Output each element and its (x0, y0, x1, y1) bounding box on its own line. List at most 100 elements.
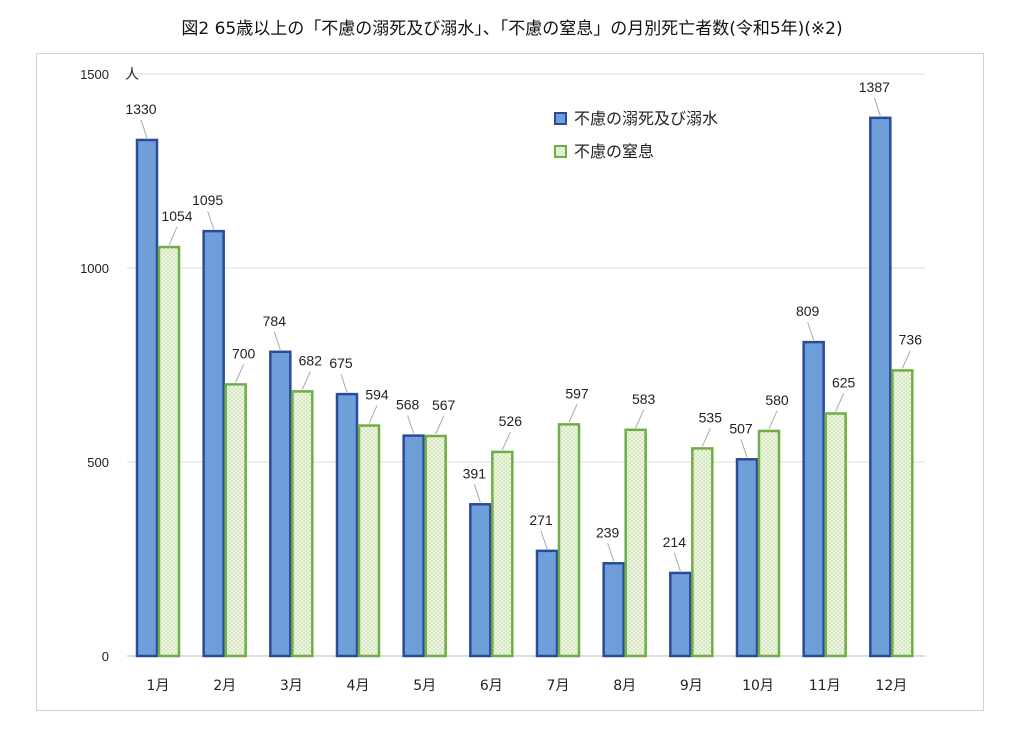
bar-drowning-1 (135, 138, 159, 658)
x-tick-label: 2月 (213, 678, 236, 694)
leader-line (835, 393, 845, 412)
leader-line (207, 210, 215, 230)
x-tick-label: 12月 (875, 678, 907, 694)
legend-label-choking: 不慮の窒息 (574, 142, 654, 161)
label-drowning-9: 214 (663, 534, 687, 550)
bar-drowning-3 (269, 350, 292, 658)
leader-line (273, 331, 281, 350)
label-choking-11: 625 (832, 375, 856, 391)
x-tick-label: 5月 (413, 678, 436, 694)
bar-drowning-12 (869, 116, 892, 658)
label-drowning-3: 784 (263, 313, 287, 329)
label-choking-6: 526 (499, 413, 523, 429)
bar-choking-9 (691, 447, 714, 658)
bar-drowning-5 (402, 434, 425, 658)
legend: 不慮の溺死及び溺水 不慮の窒息 (554, 109, 718, 161)
x-tick-label: 10月 (742, 678, 774, 694)
y-tick-label: 500 (87, 455, 109, 470)
legend-swatch-choking (554, 145, 567, 158)
x-tick-label: 6月 (480, 678, 503, 694)
leader-line (301, 371, 311, 390)
label-choking-7: 597 (565, 385, 589, 401)
bar-choking-10 (757, 429, 781, 658)
y-axis-unit-label: 人 (125, 67, 139, 83)
leader-line (673, 552, 681, 572)
bar-choking-8 (624, 428, 647, 658)
y-tick-label: 0 (102, 649, 109, 664)
leader-line (140, 119, 148, 139)
leader-line (901, 350, 911, 369)
label-drowning-10: 507 (729, 420, 753, 436)
label-choking-3: 682 (299, 352, 323, 368)
x-tick-label: 1月 (147, 678, 170, 694)
label-choking-1: 1054 (161, 208, 192, 224)
bar-choking-5 (424, 434, 447, 658)
label-choking-2: 700 (232, 345, 256, 361)
leader-line (501, 431, 511, 451)
leader-line (435, 415, 445, 435)
label-drowning-4: 675 (329, 355, 353, 371)
leader-line (607, 543, 615, 562)
bar-drowning-6 (469, 503, 492, 658)
leader-line (635, 409, 645, 428)
label-drowning-2: 1095 (192, 192, 223, 208)
label-choking-4: 594 (365, 387, 389, 403)
bar-drowning-7 (535, 549, 559, 658)
x-tick-label: 11月 (809, 678, 841, 694)
leader-line (807, 321, 815, 341)
leader-line (473, 484, 481, 503)
label-choking-8: 583 (632, 391, 656, 407)
bar-choking-3 (291, 390, 314, 658)
leader-line (235, 364, 245, 383)
leader-line (568, 404, 578, 423)
bar-drowning-10 (735, 458, 759, 658)
legend-label-drowning: 不慮の溺死及び溺水 (574, 109, 718, 128)
bar-choking-7 (557, 423, 581, 658)
label-drowning-11: 809 (796, 303, 820, 319)
bar-drowning-2 (202, 229, 225, 658)
x-tick-label: 9月 (680, 678, 703, 694)
label-drowning-6: 391 (463, 465, 487, 481)
chart-frame: 0 500 1000 1500 1330 1054 1095 700 784 682 675 594… (36, 53, 984, 711)
x-tick-label: 4月 (347, 678, 370, 694)
legend-swatch-drowning (554, 112, 567, 125)
label-drowning-1: 1330 (125, 101, 156, 117)
bar-choking-11 (824, 412, 847, 658)
y-tick-label: 1000 (80, 261, 109, 276)
x-tick-label: 3月 (280, 678, 303, 694)
bar-drowning-8 (602, 562, 625, 658)
leader-line (340, 373, 348, 393)
leader-line (407, 415, 415, 434)
y-axis-ticks: 0 500 1000 1500 (80, 67, 109, 664)
leader-line (740, 439, 748, 458)
bar-drowning-4 (335, 392, 359, 658)
bar-choking-2 (224, 383, 247, 658)
label-choking-5: 567 (432, 397, 456, 413)
leader-line (701, 428, 711, 447)
leader-line (168, 226, 178, 246)
bar-drowning-11 (802, 340, 825, 658)
bar-choking-6 (491, 450, 514, 658)
chart-title: 図2 65歳以上の「不慮の溺死及び溺水」、「不慮の窒息」の月別死亡者数(令和5年… (181, 19, 843, 39)
label-choking-10: 580 (765, 392, 789, 408)
bar-choking-12 (891, 369, 914, 658)
bar-choking-1 (157, 245, 181, 658)
label-drowning-7: 271 (529, 512, 553, 528)
bar-drowning-9 (669, 571, 692, 658)
x-tick-label: 8月 (613, 678, 636, 694)
x-tick-label: 7月 (547, 678, 570, 694)
leader-line (540, 530, 548, 550)
gridlines (127, 73, 925, 657)
label-choking-12: 736 (899, 331, 923, 347)
x-axis-labels: 1月 2月 3月 4月 5月 6月 7月 8月 9月 10月 11月 12月 (147, 678, 908, 694)
leader-line (368, 405, 378, 424)
label-drowning-5: 568 (396, 397, 420, 413)
label-drowning-12: 1387 (859, 79, 890, 95)
bar-choking-4 (357, 424, 381, 658)
y-tick-label: 1500 (80, 67, 109, 82)
label-choking-9: 535 (699, 409, 723, 425)
leader-line (873, 97, 881, 117)
leader-line (768, 410, 778, 430)
label-drowning-8: 239 (596, 524, 620, 540)
